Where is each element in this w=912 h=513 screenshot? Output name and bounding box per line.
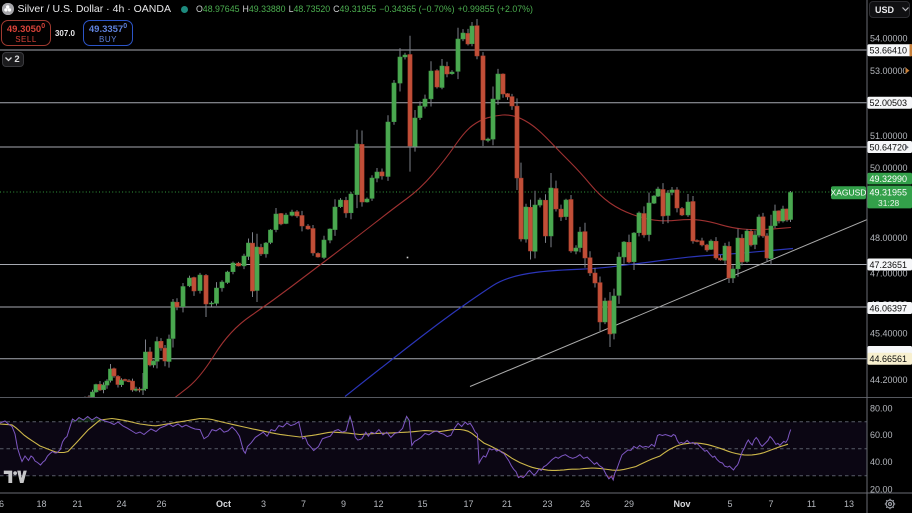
svg-text:17: 17 [463,499,473,509]
svg-text:9: 9 [341,499,346,509]
svg-text:Oct: Oct [216,499,231,509]
svg-text:24: 24 [116,499,126,509]
svg-text:15: 15 [417,499,427,509]
svg-text:21: 21 [502,499,512,509]
svg-text:80.00: 80.00 [870,404,893,414]
svg-text:60.00: 60.00 [870,430,893,440]
svg-text:47.00000: 47.00000 [870,269,908,279]
svg-text:31:28: 31:28 [878,198,900,208]
svg-text:23: 23 [542,499,552,509]
svg-text:5: 5 [727,499,732,509]
svg-text:6: 6 [0,499,4,509]
svg-text:52.00503: 52.00503 [870,98,908,108]
svg-text:11: 11 [807,499,816,509]
svg-text:49.32990: 49.32990 [870,174,908,184]
svg-text:50.00000: 50.00000 [870,163,908,173]
svg-text:44.20000: 44.20000 [870,375,908,385]
svg-text:51.00000: 51.00000 [870,131,908,141]
svg-text:13: 13 [844,499,854,509]
svg-text:20.00: 20.00 [870,485,893,495]
svg-text:49.31955: 49.31955 [870,187,908,197]
svg-text:53.66410: 53.66410 [870,46,908,56]
svg-text:12: 12 [373,499,383,509]
svg-text:53.00000: 53.00000 [870,66,908,76]
svg-text:18: 18 [36,499,46,509]
svg-text:26: 26 [580,499,590,509]
svg-text:26: 26 [156,499,166,509]
svg-text:50.64720: 50.64720 [870,142,908,152]
svg-text:40.00: 40.00 [870,457,893,467]
svg-text:7: 7 [301,499,306,509]
svg-text:46.06397: 46.06397 [870,303,908,313]
svg-text:Nov: Nov [673,499,690,509]
svg-text:21: 21 [72,499,82,509]
svg-text:54.00000: 54.00000 [870,34,908,44]
svg-text:XAGUSD: XAGUSD [831,188,867,198]
svg-text:48.00000: 48.00000 [870,233,908,243]
svg-text:44.66561: 44.66561 [870,354,908,364]
svg-text:45.40000: 45.40000 [870,329,908,339]
svg-text:7: 7 [768,499,773,509]
svg-text:29: 29 [624,499,634,509]
svg-text:3: 3 [261,499,266,509]
svg-text:47.23651: 47.23651 [870,260,908,270]
